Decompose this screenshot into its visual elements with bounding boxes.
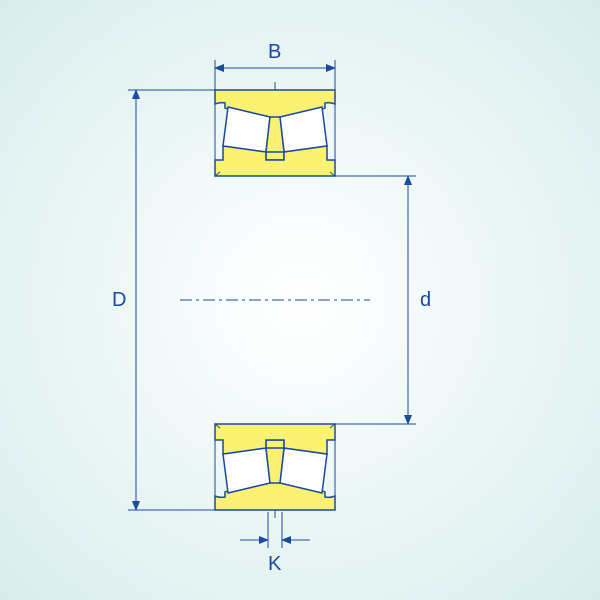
bearing-diagram: B D d K (0, 0, 600, 600)
label-d: d (420, 289, 431, 311)
label-K: K (268, 553, 282, 575)
label-D: D (112, 289, 126, 311)
label-B: B (268, 41, 281, 63)
dimension-D: D (112, 90, 215, 510)
